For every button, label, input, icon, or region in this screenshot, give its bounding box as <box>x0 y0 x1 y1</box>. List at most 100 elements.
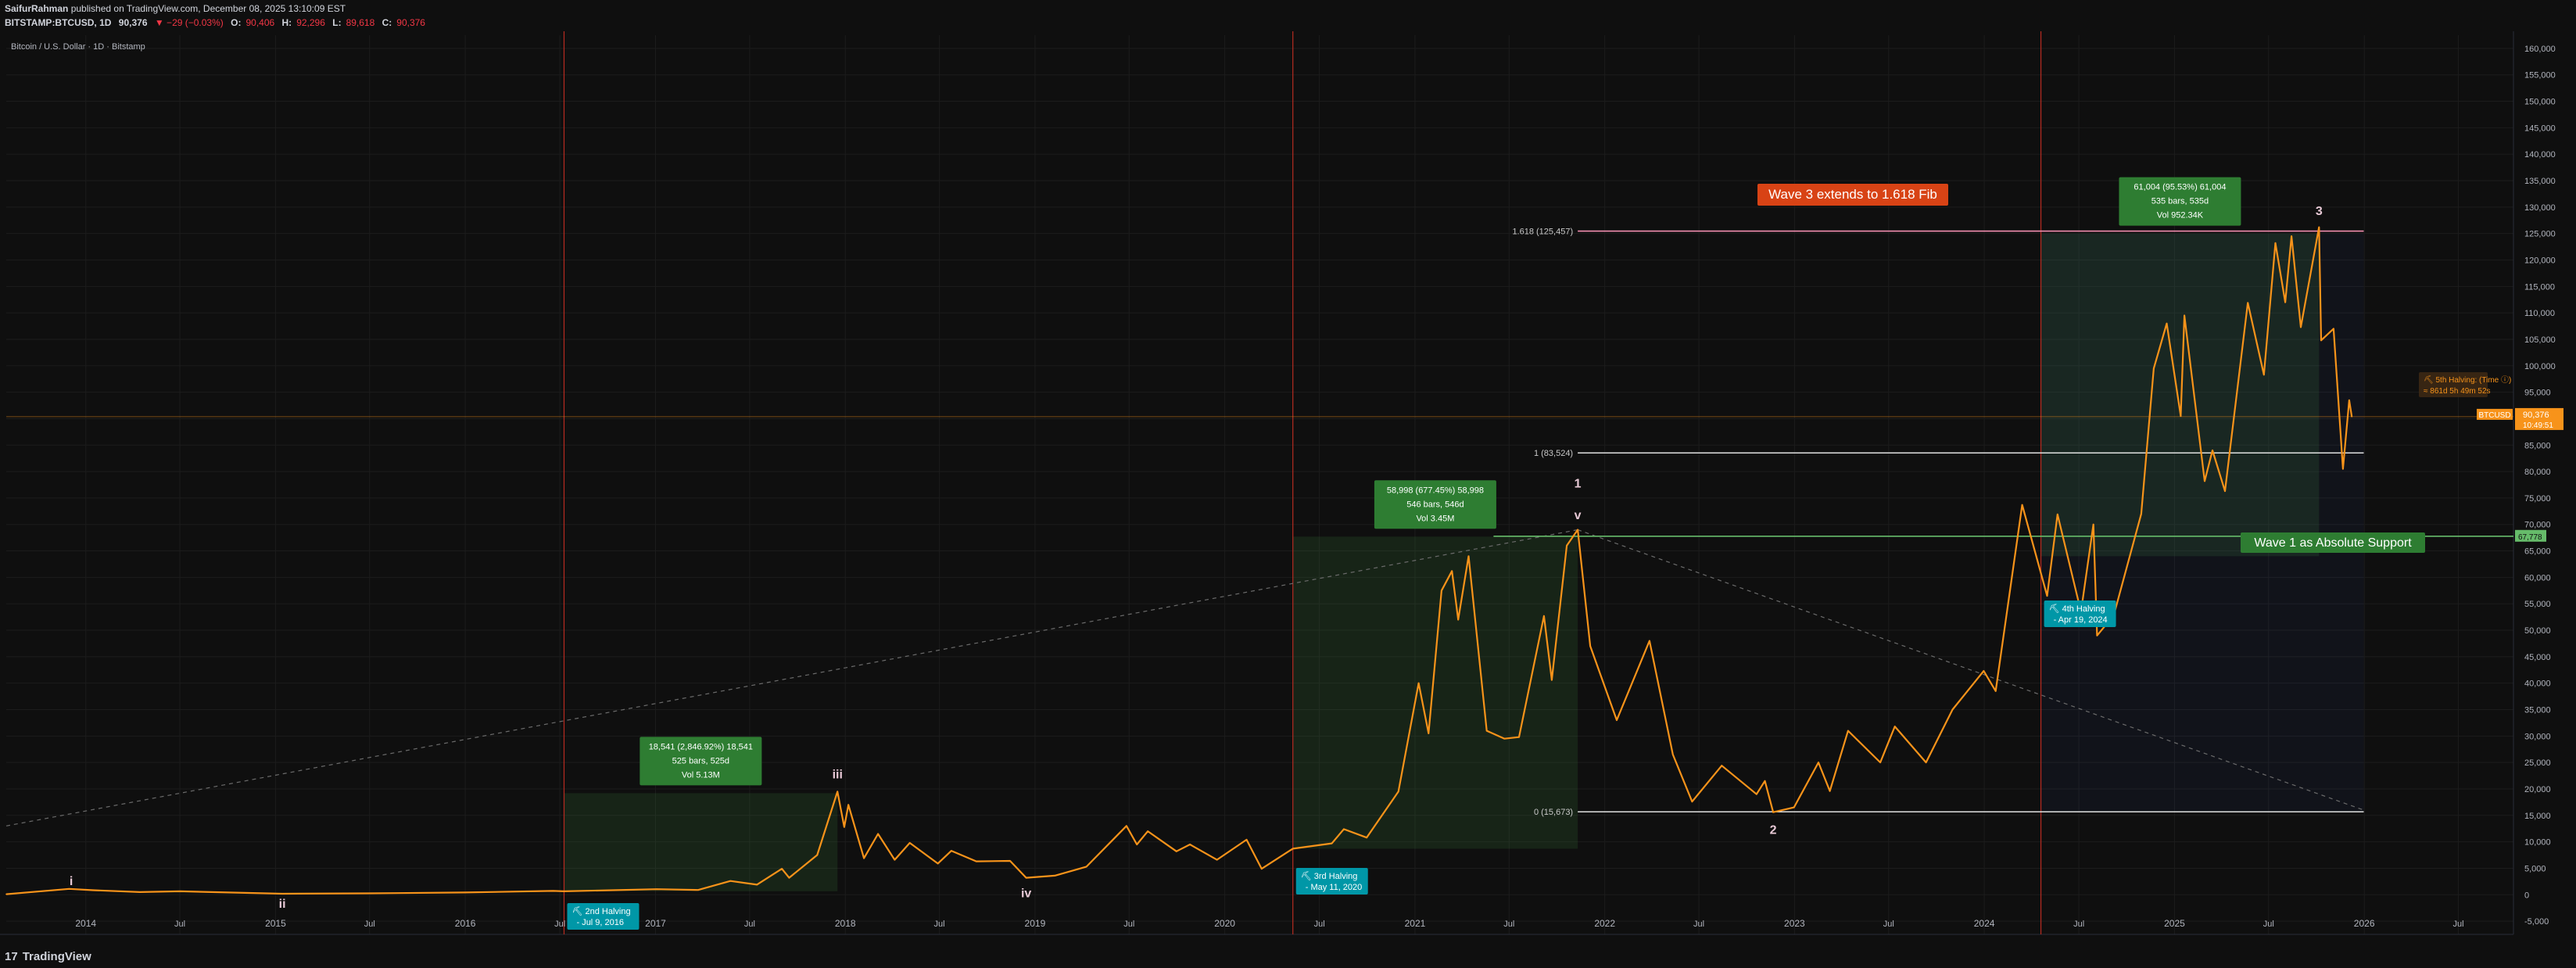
price-point <box>68 888 70 890</box>
price-point <box>2274 242 2277 244</box>
fib-level-label: 1 (83,524) <box>1534 449 1573 458</box>
price-axis-label: 95,000 <box>2524 389 2551 398</box>
time-axis-label: Jul <box>1503 920 1514 929</box>
wave3-callout-text: Wave 3 extends to 1.618 Fib <box>1768 187 1937 202</box>
price-axis: 160,000 155,000 150,000 145,000 140,000 135,0… <box>2524 45 2556 927</box>
price-point <box>1847 730 1849 732</box>
wave3-callout: Wave 3 extends to 1.618 Fib <box>1757 184 1948 206</box>
time-axis-label: Jul <box>2452 920 2463 929</box>
price-point <box>894 859 896 861</box>
halving-label-box <box>2044 601 2116 627</box>
price-axis-label: -5,000 <box>2524 917 2549 927</box>
price-axis-label: 30,000 <box>2524 732 2551 741</box>
price-point <box>1216 859 1218 861</box>
price-point <box>816 854 819 856</box>
price-point <box>1085 866 1087 868</box>
price-axis-label: 160,000 <box>2524 45 2556 54</box>
price-point <box>281 893 283 895</box>
price-point <box>2057 514 2058 515</box>
time-axis-label: Jul <box>744 920 755 929</box>
time-axis-label: Jul <box>2263 920 2274 929</box>
price-point <box>563 891 565 892</box>
time-axis-label: Jul <box>1314 920 1325 929</box>
measure-label-line: Vol 3.45M <box>1416 514 1454 523</box>
time-axis-label: 2018 <box>835 918 856 929</box>
price-axis-label: 135,000 <box>2524 177 2556 186</box>
price-chart[interactable]: 1.618 (125,457) 1 (83,524) 0 (15,673) ⛏ 2nd… <box>0 31 2576 945</box>
price-point <box>937 862 939 865</box>
price-point <box>1428 733 1430 734</box>
wave3-callout-box <box>1757 184 1948 206</box>
wave-label: iv <box>1021 887 1031 901</box>
time-axis-label: Jul <box>1883 920 1894 929</box>
price-point <box>1136 844 1138 845</box>
halving-label: ⛏ 2nd Halving - Jul 9, 2016 <box>567 903 640 930</box>
projection-shade <box>2040 233 2364 812</box>
price-point <box>2333 328 2334 330</box>
price-point <box>1397 791 1399 793</box>
halving-label-title: ⛏ 2nd Halving <box>571 906 630 916</box>
price-point <box>2046 595 2048 597</box>
time-axis-label: Jul <box>2073 920 2084 929</box>
chart-footer: 17 TradingView <box>0 945 2576 968</box>
price-change: ▼ −29 (−0.03%) <box>154 17 224 28</box>
price-point <box>1721 765 1723 767</box>
time-axis-label: Jul <box>174 920 185 929</box>
measure-label: 61,004 (95.53%) 61,004 535 bars, 535d Vol … <box>2119 177 2241 226</box>
price-point <box>1518 736 1520 738</box>
price-point <box>1671 754 1674 755</box>
tradingview-logo[interactable]: 17 TradingView <box>5 950 91 963</box>
price-axis-label: 70,000 <box>2524 521 2551 530</box>
price-point <box>788 877 790 879</box>
fifth-halving-box <box>2419 372 2488 397</box>
price-point <box>1189 844 1191 845</box>
price-point <box>1951 708 1954 711</box>
price-point <box>1451 570 1453 572</box>
halving-label-title: ⛏ 3rd Halving <box>1301 871 1358 881</box>
time-axis-label: 2015 <box>265 918 286 929</box>
price-axis-label: 65,000 <box>2524 547 2551 557</box>
price-points <box>5 226 2353 895</box>
price-point <box>2021 504 2023 506</box>
price-point <box>2284 301 2286 303</box>
price-axis-label: 125,000 <box>2524 230 2556 239</box>
measure-box <box>1292 536 1578 849</box>
wave-label: ii <box>279 898 286 911</box>
author-name[interactable]: SaifurRahman <box>5 3 69 14</box>
price-axis-label: 105,000 <box>2524 335 2556 345</box>
price-point <box>1793 806 1795 808</box>
price-point <box>951 850 952 851</box>
measure-box <box>564 793 838 891</box>
measure-label-line: 18,541 (2,846.92%) 18,541 <box>649 742 753 751</box>
trend-line <box>1577 529 2364 811</box>
low-label: L: <box>332 17 342 28</box>
fib-level-label: 0 (15,673) <box>1534 808 1573 817</box>
price-axis-label: 80,000 <box>2524 468 2551 477</box>
price-point <box>179 891 181 892</box>
support-tag-value: 67,778 <box>2518 533 2542 542</box>
price-tag-symbol-box <box>2477 408 2513 420</box>
measure-label-line: 61,004 (95.53%) 61,004 <box>2134 183 2226 192</box>
price-point <box>1829 790 1831 792</box>
price-point <box>1009 860 1011 862</box>
time-axis-label: 2021 <box>1405 918 1426 929</box>
price-point <box>1366 837 1367 839</box>
price-point <box>1441 590 1442 592</box>
price-axis-label: 50,000 <box>2524 626 2551 636</box>
symbol-name[interactable]: BITSTAMP:BTCUSD, 1D <box>5 17 112 28</box>
time-axis-label: 2016 <box>455 918 476 929</box>
price-point <box>1994 690 1997 692</box>
open-value: 90,406 <box>245 17 275 28</box>
price-point <box>2300 326 2302 328</box>
price-point <box>847 804 850 806</box>
halving-label-date: - May 11, 2020 <box>1306 883 1363 892</box>
high-value: 92,296 <box>296 17 325 28</box>
price-axis-label: 150,000 <box>2524 98 2556 107</box>
price-point <box>2247 302 2249 304</box>
price-axis-label: 140,000 <box>2524 150 2556 160</box>
price-point <box>139 891 141 893</box>
price-point <box>2320 339 2322 342</box>
price-point <box>1925 762 1927 763</box>
wave-label: i <box>70 875 73 888</box>
symbol-ohlc-line: BITSTAMP:BTCUSD, 1D 90,376 ▼ −29 (−0.03%… <box>5 17 430 28</box>
